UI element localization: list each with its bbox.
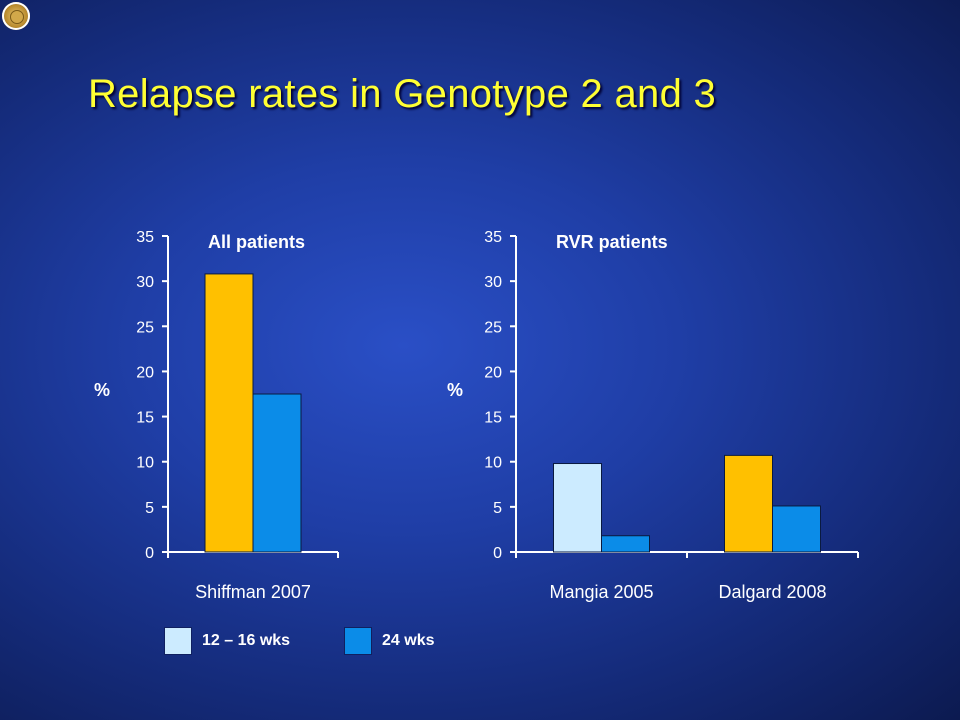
y-tick-label: 5 — [145, 500, 154, 517]
bar-0-1 — [252, 393, 302, 553]
y-tick-label: 10 — [136, 455, 154, 472]
legend-label-long: 24 wks — [382, 632, 435, 649]
legend-label-short: 12 – 16 wks — [202, 632, 291, 649]
y-tick-label: 15 — [136, 410, 154, 427]
chart-subtitle: RVR patients — [556, 232, 668, 252]
y-tick-label: 30 — [136, 274, 154, 291]
bar-1-1 — [772, 505, 821, 553]
legend-swatch-long — [344, 627, 372, 655]
bar-0-0 — [204, 273, 254, 553]
y-tick-label: 15 — [484, 410, 502, 427]
y-tick-label: 10 — [484, 455, 502, 472]
page-title: Relapse rates in Genotype 2 and 3 — [88, 72, 717, 116]
bar-0-1 — [601, 535, 650, 553]
y-tick-label: 5 — [493, 500, 502, 517]
y-tick-label: 20 — [136, 364, 154, 381]
y-axis-label: % — [94, 380, 110, 400]
y-tick-label: 25 — [136, 319, 154, 336]
y-tick-label: 0 — [493, 545, 502, 562]
y-tick-label: 35 — [484, 229, 502, 246]
y-tick-label: 0 — [145, 545, 154, 562]
x-category-label: Mangia 2005 — [549, 582, 653, 602]
bar-1-0 — [724, 454, 773, 553]
logo-seal-icon — [2, 2, 30, 30]
legend-item-long: 24 wks — [344, 626, 434, 656]
y-tick-label: 30 — [484, 274, 502, 291]
y-axis-label: % — [447, 380, 463, 400]
x-category-label: Shiffman 2007 — [195, 582, 311, 602]
chart-subtitle: All patients — [208, 232, 305, 252]
legend-swatch-short — [164, 627, 192, 655]
y-tick-label: 25 — [484, 319, 502, 336]
y-tick-label: 20 — [484, 364, 502, 381]
bar-0-0 — [553, 463, 602, 553]
y-tick-label: 35 — [136, 229, 154, 246]
legend-item-short: 12 – 16 wks — [164, 626, 290, 656]
x-category-label: Dalgard 2008 — [718, 582, 826, 602]
